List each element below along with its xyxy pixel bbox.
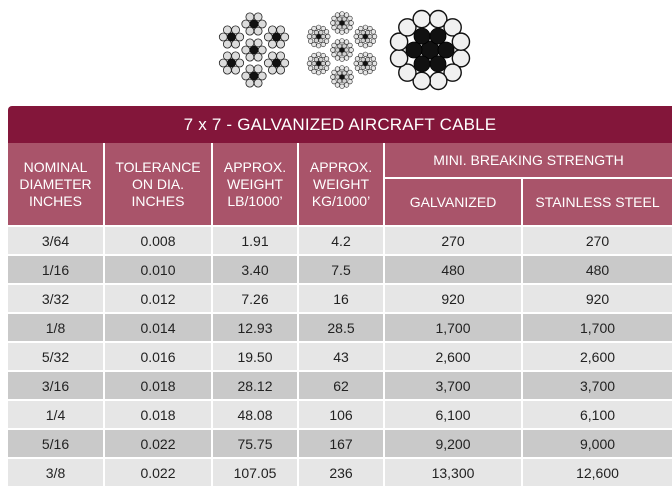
galvanized-strength-cell: 9,200 xyxy=(384,429,523,459)
table-row: 3/8 0.022 107.05 236 13,300 12,600 xyxy=(8,458,672,488)
header-nominal-diameter: NOMINAL DIAMETER INCHES xyxy=(8,143,105,227)
galvanized-strength-cell: 13,300 xyxy=(384,458,523,488)
weight-lb-cell: 3.40 xyxy=(212,255,299,285)
weight-lb-cell: 7.26 xyxy=(212,284,299,314)
table-title: 7 x 7 - GALVANIZED AIRCRAFT CABLE xyxy=(8,106,672,143)
weight-lb-cell: 48.08 xyxy=(212,400,299,430)
table-row: 5/32 0.016 19.50 43 2,600 2,600 xyxy=(8,342,672,372)
stainless-strength-cell: 920 xyxy=(522,284,672,314)
weight-kg-cell: 16 xyxy=(298,284,385,314)
tolerance-cell: 0.022 xyxy=(104,458,213,488)
weight-kg-cell: 4.2 xyxy=(298,226,385,256)
nominal-diameter-cell: 1/16 xyxy=(8,255,105,285)
tolerance-cell: 0.012 xyxy=(104,284,213,314)
galvanized-strength-cell: 920 xyxy=(384,284,523,314)
nominal-diameter-cell: 1/4 xyxy=(8,400,105,430)
weight-kg-cell: 43 xyxy=(298,342,385,372)
cable-icons xyxy=(0,0,672,100)
table-row: 1/16 0.010 3.40 7.5 480 480 xyxy=(8,255,672,285)
cable-spec-table: NOMINAL DIAMETER INCHES TOLERANCE ON DIA… xyxy=(8,143,672,488)
table-row: 1/4 0.018 48.08 106 6,100 6,100 xyxy=(8,400,672,430)
weight-kg-cell: 236 xyxy=(298,458,385,488)
galvanized-strength-cell: 270 xyxy=(384,226,523,256)
tolerance-cell: 0.010 xyxy=(104,255,213,285)
stainless-strength-cell: 9,000 xyxy=(522,429,672,459)
nominal-diameter-cell: 1/8 xyxy=(8,313,105,343)
table-row: 1/8 0.014 12.93 28.5 1,700 1,700 xyxy=(8,313,672,343)
header-weight-lb: APPROX. WEIGHT LB/1000’ xyxy=(212,143,299,227)
nominal-diameter-cell: 3/32 xyxy=(8,284,105,314)
stainless-strength-cell: 2,600 xyxy=(522,342,672,372)
stainless-strength-cell: 6,100 xyxy=(522,400,672,430)
weight-lb-cell: 28.12 xyxy=(212,371,299,401)
galvanized-strength-cell: 3,700 xyxy=(384,371,523,401)
weight-lb-cell: 1.91 xyxy=(212,226,299,256)
weight-lb-cell: 107.05 xyxy=(212,458,299,488)
nominal-diameter-cell: 5/16 xyxy=(8,429,105,459)
galvanized-strength-cell: 6,100 xyxy=(384,400,523,430)
header-stainless-steel: STAINLESS STEEL xyxy=(522,178,672,227)
cable-1x19-cross-section-icon xyxy=(388,8,472,92)
tolerance-cell: 0.014 xyxy=(104,313,213,343)
cable-7x19-cross-section-icon xyxy=(300,8,384,92)
weight-kg-cell: 167 xyxy=(298,429,385,459)
header-breaking-strength: MINI. BREAKING STRENGTH xyxy=(384,143,672,179)
weight-lb-cell: 19.50 xyxy=(212,342,299,372)
stainless-strength-cell: 3,700 xyxy=(522,371,672,401)
weight-kg-cell: 7.5 xyxy=(298,255,385,285)
weight-kg-cell: 28.5 xyxy=(298,313,385,343)
stainless-strength-cell: 1,700 xyxy=(522,313,672,343)
galvanized-strength-cell: 2,600 xyxy=(384,342,523,372)
header-tolerance: TOLERANCE ON DIA. INCHES xyxy=(104,143,213,227)
tolerance-cell: 0.022 xyxy=(104,429,213,459)
weight-kg-cell: 62 xyxy=(298,371,385,401)
table-row: 5/16 0.022 75.75 167 9,200 9,000 xyxy=(8,429,672,459)
weight-lb-cell: 12.93 xyxy=(212,313,299,343)
galvanized-strength-cell: 480 xyxy=(384,255,523,285)
tolerance-cell: 0.018 xyxy=(104,371,213,401)
nominal-diameter-cell: 3/8 xyxy=(8,458,105,488)
cable-7x7-cross-section-icon xyxy=(212,8,296,92)
header-weight-kg: APPROX. WEIGHT KG/1000’ xyxy=(298,143,385,227)
table-row: 3/16 0.018 28.12 62 3,700 3,700 xyxy=(8,371,672,401)
galvanized-strength-cell: 1,700 xyxy=(384,313,523,343)
tolerance-cell: 0.016 xyxy=(104,342,213,372)
table-row: 3/32 0.012 7.26 16 920 920 xyxy=(8,284,672,314)
nominal-diameter-cell: 3/16 xyxy=(8,371,105,401)
tolerance-cell: 0.018 xyxy=(104,400,213,430)
tolerance-cell: 0.008 xyxy=(104,226,213,256)
stainless-strength-cell: 12,600 xyxy=(522,458,672,488)
weight-kg-cell: 106 xyxy=(298,400,385,430)
header-galvanized: GALVANIZED xyxy=(384,178,523,227)
stainless-strength-cell: 480 xyxy=(522,255,672,285)
nominal-diameter-cell: 3/64 xyxy=(8,226,105,256)
nominal-diameter-cell: 5/32 xyxy=(8,342,105,372)
weight-lb-cell: 75.75 xyxy=(212,429,299,459)
table-row: 3/64 0.008 1.91 4.2 270 270 xyxy=(8,226,672,256)
stainless-strength-cell: 270 xyxy=(522,226,672,256)
